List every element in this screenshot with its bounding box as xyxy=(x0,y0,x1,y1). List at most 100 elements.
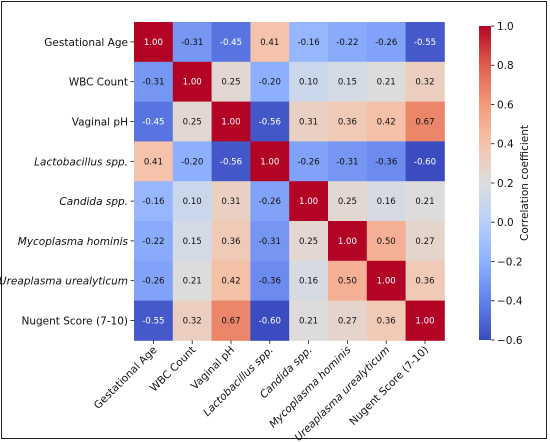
heatmap-cell xyxy=(405,300,445,341)
heatmap-cell xyxy=(366,300,406,341)
cell-value-label: 0.31 xyxy=(299,118,318,128)
cell-value-label: 1.00 xyxy=(415,317,434,327)
heatmap-cell xyxy=(289,61,329,102)
colorbar-tick-label: 0.6 xyxy=(497,99,514,111)
heatmap-cell xyxy=(211,22,251,63)
heatmap-cell xyxy=(366,141,406,182)
cell-value-label: 1.00 xyxy=(338,237,357,247)
heatmap-cell xyxy=(134,22,174,63)
heatmap-cell xyxy=(405,101,445,142)
heatmap-cell xyxy=(134,181,174,222)
colorbar-tick-label: 0.8 xyxy=(497,60,514,72)
heatmap-cell xyxy=(250,221,290,262)
x-tick-label: Lactobacillus spp. xyxy=(201,344,276,419)
cell-value-label: 0.36 xyxy=(415,277,434,287)
cell-value-label: 0.15 xyxy=(338,78,357,88)
cell-value-label: 0.15 xyxy=(183,237,202,247)
cell-value-label: -0.26 xyxy=(297,157,319,167)
heatmap-cell xyxy=(211,61,251,102)
cell-value-label: 0.67 xyxy=(415,118,434,128)
colorbar-ticks: 1.0 0.8 0.6 0.4 0.2 0.0 −0.2 −0.4 −0.6 xyxy=(491,21,523,347)
heatmap-cell xyxy=(250,141,290,182)
cell-value-label: -0.16 xyxy=(142,197,164,207)
cell-value-label: -0.26 xyxy=(259,197,281,207)
y-tick-label: Lactobacillus spp. xyxy=(34,156,128,168)
cell-value-label: -0.22 xyxy=(142,237,164,247)
cell-value-label: 1.00 xyxy=(221,118,240,128)
cell-value-label: 0.10 xyxy=(183,197,202,207)
cell-value-label: -0.55 xyxy=(414,38,436,48)
cell-value-label: -0.55 xyxy=(142,317,164,327)
colorbar-tick-label: −0.2 xyxy=(497,256,523,268)
heatmap-cell xyxy=(172,101,212,142)
cell-value-label: -0.36 xyxy=(259,277,281,287)
colorbar-label: Correlation coefficient xyxy=(519,125,531,241)
heatmap-cell xyxy=(328,101,368,142)
cell-value-label: 0.25 xyxy=(221,78,240,88)
cell-value-label: 0.21 xyxy=(299,317,318,327)
cell-value-label: 0.50 xyxy=(338,277,357,287)
colorbar-tick-label: 0.0 xyxy=(497,217,514,229)
heatmap-cell xyxy=(289,101,329,142)
heatmap-cell xyxy=(405,260,445,301)
heatmap-cell xyxy=(172,22,212,63)
cell-value-label: -0.45 xyxy=(142,118,164,128)
heatmap-cell xyxy=(211,181,251,222)
cell-value-label: 0.32 xyxy=(415,78,434,88)
heatmap-cells: 1.00 -0.31 -0.45 0.41 -0.16 -0.22 -0.26 -0.55 -0… xyxy=(134,22,445,341)
cell-value-label: -0.60 xyxy=(414,157,436,167)
cell-value-label: 0.25 xyxy=(183,118,202,128)
heatmap-cell xyxy=(328,221,368,262)
y-tick-label: Ureaplasma urealyticum xyxy=(0,276,128,288)
heatmap-cell xyxy=(211,260,251,301)
heatmap-cell xyxy=(172,260,212,301)
cell-value-label: -0.36 xyxy=(375,157,397,167)
cell-value-label: 0.21 xyxy=(377,78,396,88)
heatmap-cell xyxy=(134,260,174,301)
heatmap-cell xyxy=(328,181,368,222)
cell-value-label: 1.00 xyxy=(260,157,279,167)
cell-value-label: 0.16 xyxy=(299,277,318,287)
heatmap-cell xyxy=(211,141,251,182)
heatmap-cell xyxy=(172,181,212,222)
cell-value-label: -0.22 xyxy=(336,38,358,48)
cell-value-label: 0.42 xyxy=(221,277,240,287)
heatmap-cell xyxy=(366,22,406,63)
cell-value-label: 1.00 xyxy=(183,78,202,88)
heatmap-cell xyxy=(405,61,445,102)
colorbar: 1.0 0.8 0.6 0.4 0.2 0.0 −0.2 −0.4 −0.6 Correlati… xyxy=(479,21,531,347)
cell-value-label: -0.31 xyxy=(142,78,164,88)
heatmap-cell xyxy=(328,61,368,102)
cell-value-label: -0.26 xyxy=(375,38,397,48)
cell-value-label: 0.21 xyxy=(183,277,202,287)
cell-value-label: 1.00 xyxy=(377,277,396,287)
heatmap-cell xyxy=(405,181,445,222)
heatmap-cell xyxy=(366,221,406,262)
cell-value-label: 0.27 xyxy=(415,237,434,247)
cell-value-label: 1.00 xyxy=(299,197,318,207)
heatmap-cell xyxy=(250,260,290,301)
heatmap-cell xyxy=(250,181,290,222)
heatmap-cell xyxy=(134,61,174,102)
cell-value-label: -0.60 xyxy=(259,317,281,327)
heatmap-cell xyxy=(289,181,329,222)
x-tick-label: Nugent Score (7-10) xyxy=(347,344,431,428)
cell-value-label: 0.27 xyxy=(338,317,357,327)
heatmap-cell xyxy=(172,300,212,341)
cell-value-label: 0.10 xyxy=(299,78,318,88)
cell-value-label: -0.56 xyxy=(220,157,242,167)
cell-value-label: 0.32 xyxy=(183,317,202,327)
heatmap-cell xyxy=(289,22,329,63)
y-tick-label: Candida spp. xyxy=(59,196,128,208)
cell-value-label: 0.16 xyxy=(377,197,396,207)
heatmap-cell xyxy=(366,101,406,142)
cell-value-label: -0.20 xyxy=(259,78,281,88)
cell-value-label: 0.42 xyxy=(377,118,396,128)
cell-value-label: -0.20 xyxy=(181,157,203,167)
cell-value-label: -0.31 xyxy=(181,38,203,48)
heatmap-cell xyxy=(366,61,406,102)
heatmap-cell xyxy=(405,141,445,182)
y-tick-label: Mycoplasma hominis xyxy=(18,236,129,248)
